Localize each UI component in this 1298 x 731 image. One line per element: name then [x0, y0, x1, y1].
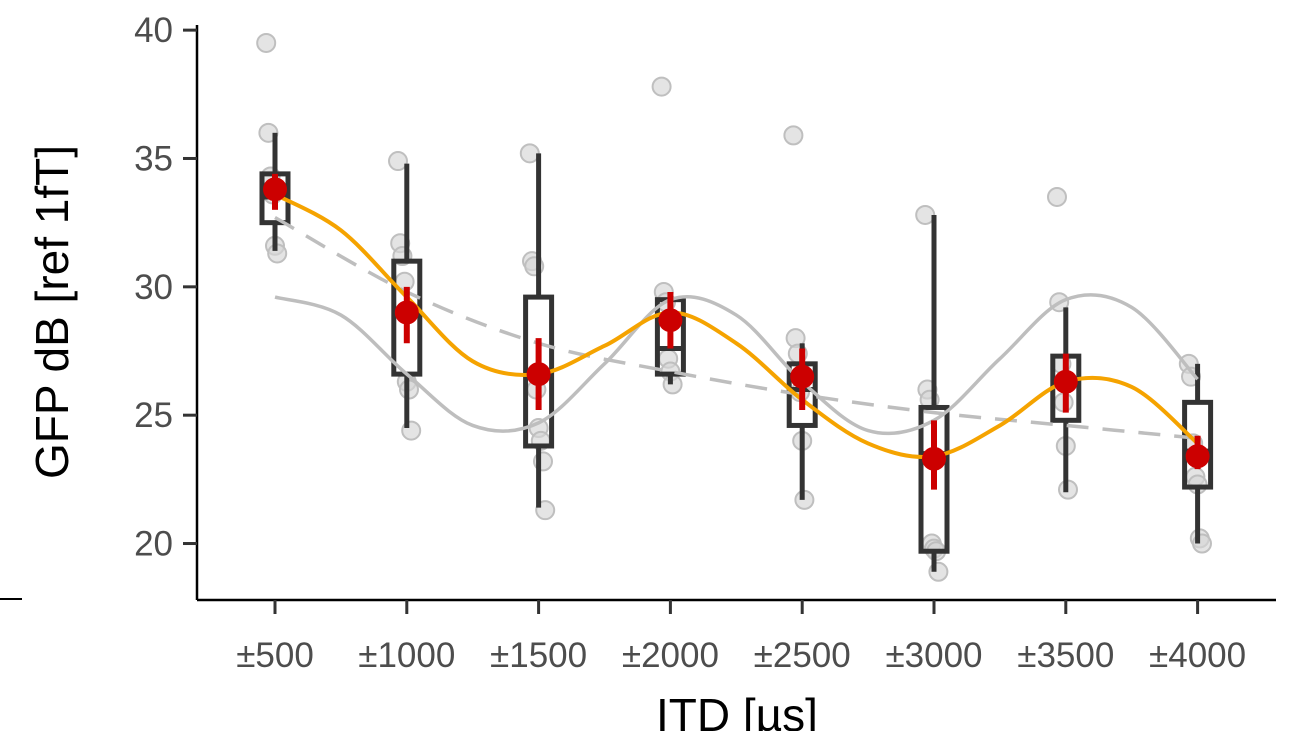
mean-point [1053, 369, 1078, 394]
axes: 20 25 30 35 40 ±500 ±1000 ±1500 ±2000 ±2500 ±3000 ±… [134, 11, 1276, 675]
data-point [388, 151, 408, 172]
x-tick-label: ±500 [236, 636, 314, 675]
x-tick-label: ±4000 [1149, 636, 1246, 675]
x-tick-label: ±2500 [754, 636, 851, 675]
y-tick-label: 20 [134, 525, 173, 564]
mean-point [1185, 444, 1210, 469]
x-tick-label: ±1000 [358, 636, 455, 675]
x-tick-label: ±3500 [1017, 636, 1114, 675]
series-line-gray-dashed [274, 215, 1198, 441]
data-point [783, 125, 804, 146]
mean-point [394, 300, 419, 325]
x-tick-label: ±1500 [490, 636, 587, 675]
y-tick-label: 40 [134, 11, 173, 50]
y-tick-label: 30 [134, 268, 173, 307]
series-line-gray [274, 293, 1199, 436]
mean-point [922, 446, 946, 471]
x-axis-title: ITD [µs] [656, 689, 818, 731]
data-point [1047, 186, 1067, 207]
mean-point [526, 362, 551, 387]
mean-point [658, 308, 683, 333]
x-tick-label: ±2000 [622, 636, 719, 675]
x-tick-label: ±3000 [885, 636, 982, 675]
mean-point [790, 364, 815, 389]
data-point [651, 76, 672, 97]
y-tick-label: 25 [134, 396, 173, 435]
y-tick-label: 35 [134, 139, 173, 178]
plot-area [256, 32, 1214, 582]
series-line-orange [274, 192, 1199, 459]
y-axis-title: GFP dB [ref 1fT] [26, 145, 78, 479]
mean-point [263, 177, 287, 202]
box [1182, 399, 1214, 490]
box [918, 404, 950, 554]
data-point [256, 32, 277, 53]
